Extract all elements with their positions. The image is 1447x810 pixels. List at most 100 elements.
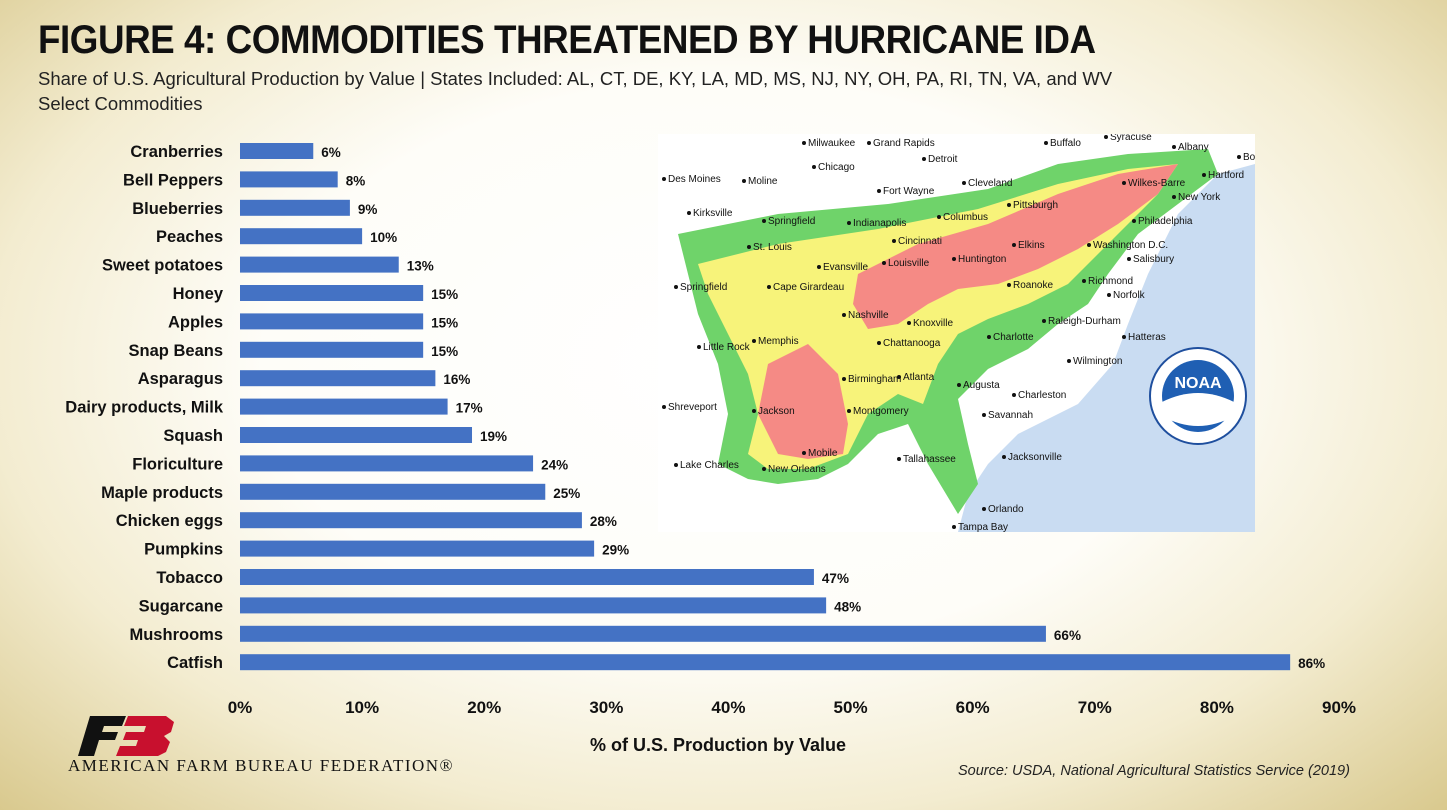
city-dot xyxy=(1087,243,1091,247)
city-label: Salisbury xyxy=(1133,254,1174,265)
x-axis-label: % of U.S. Production by Value xyxy=(590,735,847,755)
city-label: Springfield xyxy=(680,282,727,293)
city-label: Boston xyxy=(1243,152,1255,163)
city-label: New York xyxy=(1178,192,1221,203)
city-dot xyxy=(1007,203,1011,207)
value-label: 6% xyxy=(321,145,341,160)
value-label: 17% xyxy=(456,401,483,416)
category-label: Dairy products, Milk xyxy=(65,399,224,417)
city-label: Pittsburgh xyxy=(1013,200,1058,211)
city-dot xyxy=(1012,243,1016,247)
city-dot xyxy=(952,525,956,529)
bar xyxy=(240,370,436,387)
city-dot xyxy=(812,165,816,169)
city-label: Tampa Bay xyxy=(958,522,1008,532)
city-label: Washington D.C. xyxy=(1093,240,1168,251)
city-label: Syracuse xyxy=(1110,134,1152,143)
city-label: New Orleans xyxy=(768,464,826,475)
city-label: Charleston xyxy=(1018,390,1066,401)
city-dot xyxy=(897,375,901,379)
bar xyxy=(240,228,363,245)
city-label: Louisville xyxy=(888,258,930,269)
city-label: Orlando xyxy=(988,504,1024,515)
city-label: Columbus xyxy=(943,212,988,223)
city-dot xyxy=(842,377,846,381)
city-label: Memphis xyxy=(758,336,799,347)
afbf-logo-b xyxy=(116,716,174,756)
category-label: Sweet potatoes xyxy=(102,257,223,275)
category-label: Asparagus xyxy=(138,370,223,388)
subtitle-select-commodities: Select Commodities xyxy=(38,93,203,114)
city-label: Cleveland xyxy=(968,178,1012,189)
city-label: Moline xyxy=(748,176,778,187)
afbf-logo xyxy=(78,716,174,756)
chart-value-labels: 6% 8% 9% 10% 13% 15% 15% 15% 16% 17% 19% 24% 25% 28% 2… xyxy=(321,145,1325,671)
city-dot xyxy=(747,245,751,249)
city-dot xyxy=(1202,173,1206,177)
city-label: Savannah xyxy=(988,410,1033,421)
city-label: Wilkes-Barre xyxy=(1128,178,1186,189)
category-label: Honey xyxy=(173,285,224,303)
bar xyxy=(240,398,448,415)
category-label: Bell Peppers xyxy=(123,171,223,189)
city-label: Cincinnati xyxy=(898,236,942,247)
value-label: 25% xyxy=(553,486,580,501)
bar xyxy=(240,341,424,358)
city-dot xyxy=(867,141,871,145)
city-dot xyxy=(952,257,956,261)
map-city-labels: Milwaukee Grand Rapids Buffalo Syracuse Alba… xyxy=(662,134,1255,532)
city-label: Norfolk xyxy=(1113,290,1146,301)
bar xyxy=(240,569,814,585)
value-label: 15% xyxy=(431,287,458,302)
value-label: 15% xyxy=(431,315,458,330)
city-label: Roanoke xyxy=(1013,280,1053,291)
value-label: 16% xyxy=(443,372,470,387)
city-dot xyxy=(1007,283,1011,287)
city-dot xyxy=(957,383,961,387)
category-label: Pumpkins xyxy=(144,541,223,559)
city-dot xyxy=(847,409,851,413)
city-dot xyxy=(662,177,666,181)
city-dot xyxy=(897,457,901,461)
city-dot xyxy=(1082,279,1086,283)
category-label: Peaches xyxy=(156,228,223,246)
city-dot xyxy=(937,215,941,219)
city-dot xyxy=(1172,145,1176,149)
afbf-logo-f xyxy=(78,716,126,756)
city-label: Indianapolis xyxy=(853,218,906,229)
x-tick-label: 50% xyxy=(834,698,868,717)
map-zone-red xyxy=(853,164,1178,329)
value-label: 10% xyxy=(370,230,397,245)
city-dot xyxy=(1122,335,1126,339)
bar xyxy=(240,285,424,301)
chart-bars xyxy=(240,143,1291,671)
city-label: Kirksville xyxy=(693,208,733,219)
noaa-logo-bird xyxy=(1162,393,1234,426)
x-tick-label: 10% xyxy=(345,698,379,717)
city-dot xyxy=(674,463,678,467)
bar xyxy=(240,171,338,188)
city-dot xyxy=(892,239,896,243)
bar xyxy=(240,427,473,443)
page-title: FIGURE 4: COMMODITIES THREATENED BY HURR… xyxy=(38,18,1096,62)
city-dot xyxy=(842,313,846,317)
city-dot xyxy=(752,409,756,413)
city-dot xyxy=(982,507,986,511)
city-label: Des Moines xyxy=(668,174,721,185)
city-label: Fort Wayne xyxy=(883,186,935,197)
city-dot xyxy=(1127,257,1131,261)
value-label: 19% xyxy=(480,429,507,444)
category-label: Mushrooms xyxy=(129,626,223,644)
city-label: Wilmington xyxy=(1073,356,1122,367)
bar xyxy=(240,313,424,330)
category-label: Cranberries xyxy=(130,143,223,161)
value-label: 8% xyxy=(346,173,366,188)
value-label: 48% xyxy=(834,599,861,614)
city-label: Atlanta xyxy=(903,372,935,383)
bar xyxy=(240,625,1046,642)
x-tick-label: 0% xyxy=(228,698,253,717)
bar xyxy=(240,455,534,472)
city-label: Charlotte xyxy=(993,332,1034,343)
city-label: Albany xyxy=(1178,142,1209,153)
noaa-logo: NOAA xyxy=(1149,347,1247,445)
